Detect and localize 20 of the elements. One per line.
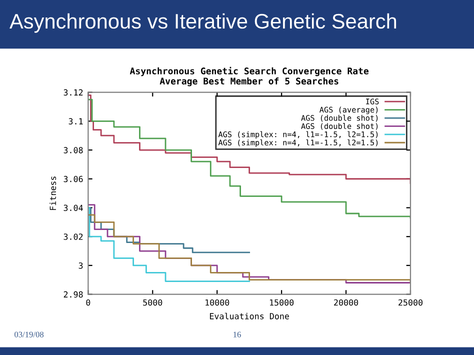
chart-title: Asynchronous vs Iterative Genetic Search (10, 13, 396, 33)
text: 03/19/08 (14, 332, 44, 338)
x-tick-label: 20000 (334, 299, 358, 306)
chart-subtitle: Asynchronous Genetic Search Convergence Rate Average Best Member of 5 Searches (130, 66, 369, 86)
y-tick-label: 3 (78, 262, 83, 269)
y-tick-label: 3.08 (64, 147, 83, 154)
y-tick-label: 3.04 (64, 204, 83, 212)
y-tick-label: 3.02 (64, 234, 83, 240)
text: 16 (234, 332, 241, 338)
x-axis-title: Evaluations Done (210, 312, 289, 320)
y-tick-label: 3.1 (68, 118, 83, 124)
x-tick-label: 25000 (398, 299, 422, 306)
y-tick-label: 2.98 (64, 291, 83, 298)
x-tick-label: 10000 (206, 299, 230, 306)
y-tick-label: 3.12 (64, 89, 83, 96)
x-tick-label: 15000 (270, 299, 294, 306)
x-tick-label: 5000 (143, 299, 162, 306)
y-axis-title: Fitness (50, 176, 56, 210)
x-tick-label: 0 (86, 299, 90, 306)
y-tick-label: 3.06 (64, 176, 83, 182)
